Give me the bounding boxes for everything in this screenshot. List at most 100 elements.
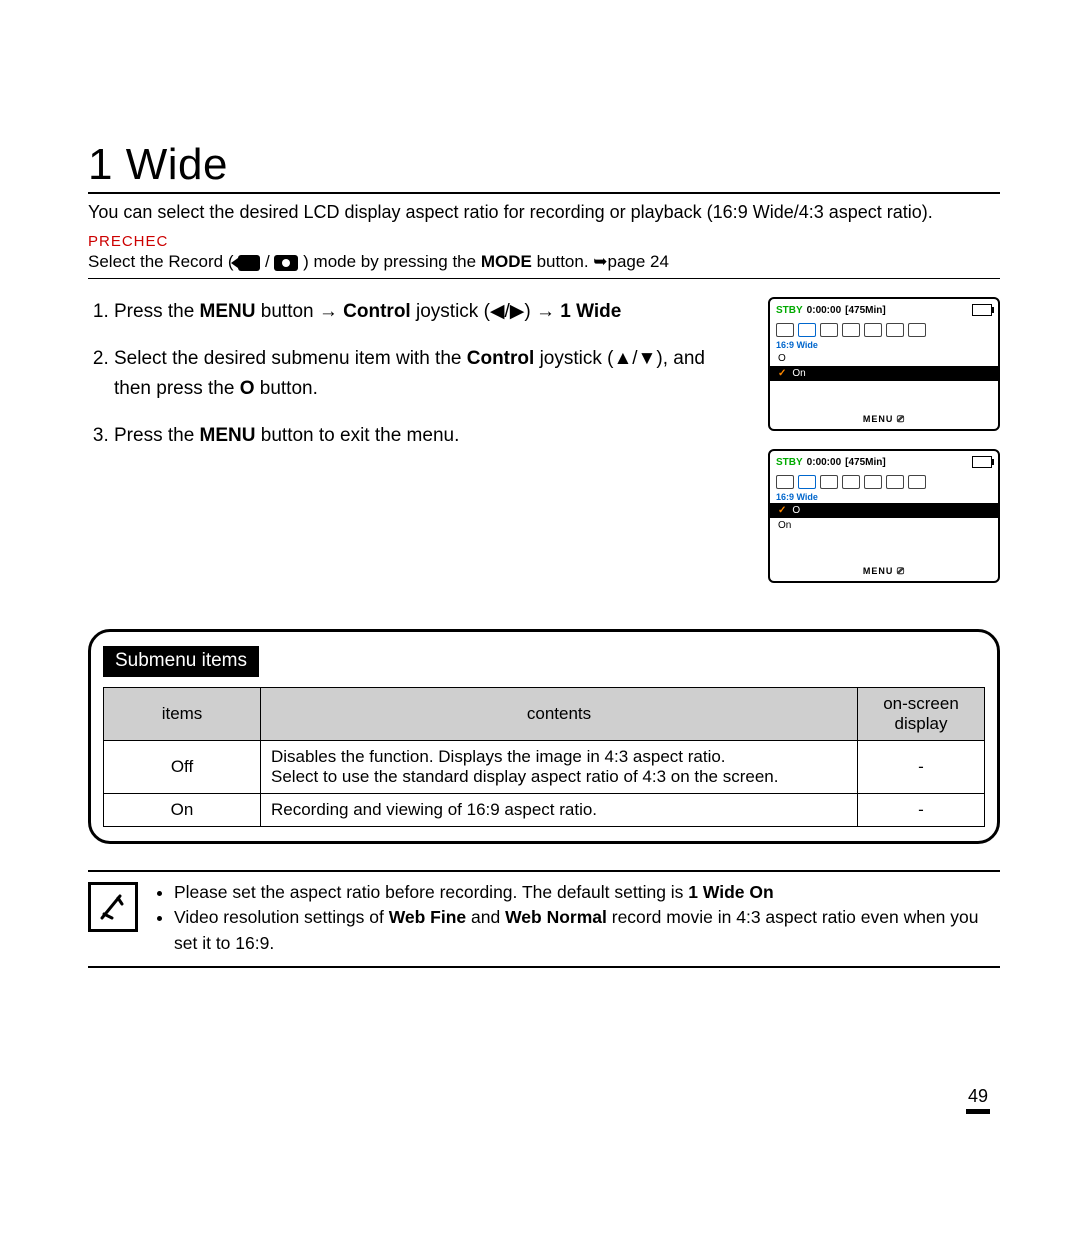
text: button → <box>261 301 343 322</box>
text: Select the Record ( <box>88 252 234 271</box>
text: Please set the aspect ratio before recor… <box>174 882 688 902</box>
intro-text: You can select the desired LCD display a… <box>88 202 1000 223</box>
note-item: Video resolution settings of Web Fine an… <box>174 905 1000 956</box>
remaining: [475Min] <box>845 457 886 468</box>
battery-icon <box>972 304 992 316</box>
text: Video resolution settings of <box>174 907 389 927</box>
manual-page: 1 Wide You can select the desired LCD di… <box>0 0 1080 1234</box>
mode-icon <box>864 475 882 489</box>
precheck-instruction: Select the Record ( / ) mode by pressing… <box>88 252 1000 279</box>
text: Web Normal <box>505 907 607 927</box>
wide-label: 16:9 Wide <box>770 339 998 351</box>
text: button. <box>260 378 318 399</box>
step-2: Select the desired submenu item with the… <box>114 344 740 403</box>
mode-icon <box>864 323 882 337</box>
submenu-box: Submenu items items contents on-screen d… <box>88 629 1000 844</box>
text: button to exit the menu. <box>261 425 460 446</box>
text: ) mode by pressing the <box>303 252 481 271</box>
text: and <box>471 907 505 927</box>
lcd-preview-2: STBY 0:00:00 [475Min] 16:9 Wide ✓ <box>768 449 1000 583</box>
option-on: On <box>770 518 998 533</box>
note-item: Please set the aspect ratio before recor… <box>174 880 1000 905</box>
steps-list: Press the MENU button → Control joystick… <box>88 297 740 451</box>
option-label: O <box>778 353 786 364</box>
text: joystick (◀/▶) → <box>416 301 560 322</box>
mode-icon <box>820 323 838 337</box>
stby-indicator: STBY <box>776 305 803 316</box>
cell-content: Disables the function. Displays the imag… <box>261 741 858 794</box>
page-title: 1 Wide <box>88 140 1000 194</box>
col-items: items <box>104 688 261 741</box>
cell-content: Recording and viewing of 16:9 aspect rat… <box>261 794 858 827</box>
mode-icon <box>908 323 926 337</box>
option-off-selected: ✓ O <box>770 503 998 518</box>
note-block: Please set the aspect ratio before recor… <box>88 870 1000 968</box>
col-display: on-screen display <box>858 688 985 741</box>
cell-display: - <box>858 794 985 827</box>
submenu-heading: Submenu items <box>103 646 259 677</box>
control-label: Control <box>467 348 535 369</box>
mode-button-label: MODE <box>481 252 532 271</box>
wide-label: 16:9 Wide <box>770 491 998 503</box>
cell-item: Off <box>104 741 261 794</box>
menu-label: MENU <box>200 301 256 322</box>
mode-icon <box>842 323 860 337</box>
mode-icon <box>908 475 926 489</box>
step-3: Press the MENU button to exit the menu. <box>114 421 740 450</box>
note-icon <box>88 882 138 932</box>
text: On <box>749 882 773 902</box>
cell-item: On <box>104 794 261 827</box>
precheck-label: PRECHEC <box>88 233 1000 250</box>
text: Press the <box>114 425 200 446</box>
text: Select the desired submenu item with the <box>114 348 467 369</box>
steps-column: Press the MENU button → Control joystick… <box>88 297 740 469</box>
mode-icon-strip <box>770 473 998 491</box>
mode-icon <box>842 475 860 489</box>
text: button. ➥page 24 <box>537 252 669 271</box>
text: 1 Wide <box>688 882 744 902</box>
ok-label: O <box>240 378 255 399</box>
table-row: On Recording and viewing of 16:9 aspect … <box>104 794 985 827</box>
mode-icon <box>886 475 904 489</box>
text: / <box>265 252 274 271</box>
check-icon: ✓ <box>778 368 786 379</box>
menu-footer: MENU ⎚ <box>770 414 998 425</box>
text: Web Fine <box>389 907 466 927</box>
page-number: 49 <box>966 1086 990 1114</box>
target-label: 1 Wide <box>560 301 621 322</box>
note-list: Please set the aspect ratio before recor… <box>152 880 1000 956</box>
control-label: Control <box>343 301 411 322</box>
mode-icon-strip <box>770 321 998 339</box>
option-off: O <box>770 351 998 366</box>
battery-icon <box>972 456 992 468</box>
cell-display: - <box>858 741 985 794</box>
remaining: [475Min] <box>845 305 886 316</box>
mode-icon <box>776 323 794 337</box>
mode-icon <box>820 475 838 489</box>
lcd-preview-stack: STBY 0:00:00 [475Min] 16:9 Wide O <box>768 297 1000 583</box>
menu-label: MENU <box>863 414 894 424</box>
step-1: Press the MENU button → Control joystick… <box>114 297 740 326</box>
option-on-selected: ✓ On <box>770 366 998 381</box>
submenu-table: items contents on-screen display Off Dis… <box>103 687 985 827</box>
mode-icon <box>798 323 816 337</box>
mode-icon <box>776 475 794 489</box>
option-label: On <box>792 368 805 379</box>
stby-indicator: STBY <box>776 457 803 468</box>
photo-mode-icon <box>274 255 298 271</box>
option-label: On <box>778 520 791 531</box>
option-label: O <box>792 505 800 516</box>
menu-label: MENU <box>200 425 256 446</box>
video-mode-icon <box>238 255 260 271</box>
menu-footer: MENU ⎚ <box>770 566 998 577</box>
mode-icon <box>798 475 816 489</box>
lcd-preview-1: STBY 0:00:00 [475Min] 16:9 Wide O <box>768 297 1000 431</box>
col-contents: contents <box>261 688 858 741</box>
timecode: 0:00:00 <box>807 305 841 316</box>
menu-label: MENU <box>863 566 894 576</box>
text: Press the <box>114 301 200 322</box>
table-row: Off Disables the function. Displays the … <box>104 741 985 794</box>
timecode: 0:00:00 <box>807 457 841 468</box>
check-icon: ✓ <box>778 505 786 516</box>
mode-icon <box>886 323 904 337</box>
